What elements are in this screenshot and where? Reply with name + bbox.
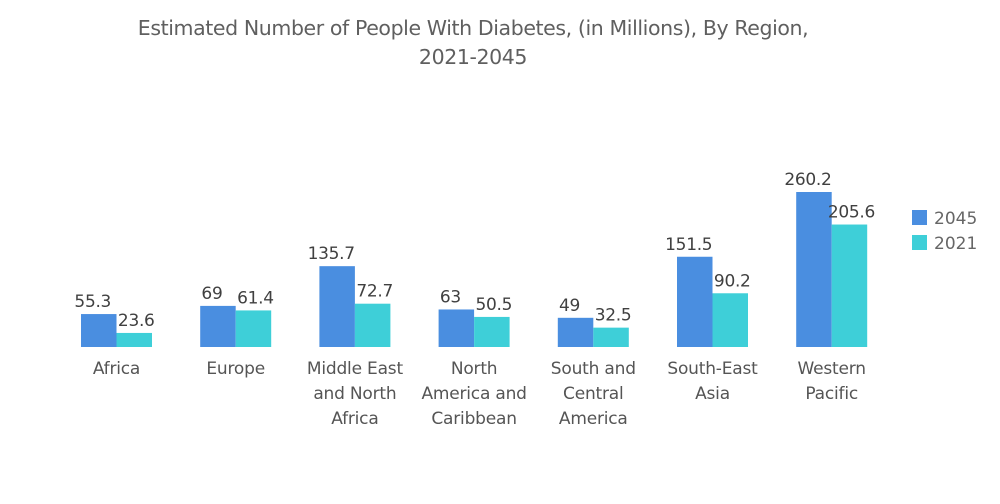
legend: 2045 2021 (912, 209, 977, 254)
category-label-4-line-1: Central (563, 384, 624, 404)
value-label-2045-6: 260.2 (784, 170, 831, 190)
bar-2021-6 (831, 224, 868, 347)
bar-2045-3 (438, 309, 475, 347)
category-label-2-line-1: and North (313, 384, 396, 404)
value-label-2045-4: 49 (559, 296, 580, 316)
bar-2045-1 (200, 305, 236, 347)
bar-2045-2 (319, 266, 355, 347)
value-label-2021-4: 32.5 (595, 306, 632, 326)
category-label-3-line-1: America and (421, 384, 526, 404)
value-label-2021-6: 205.6 (828, 203, 875, 223)
chart-title: Estimated Number of People With Diabetes… (0, 14, 946, 72)
category-label-2-line-2: Africa (331, 409, 378, 429)
value-label-2045-1: 69 (201, 284, 222, 304)
bar-2021-1 (235, 310, 272, 347)
value-label-2045-0: 55.3 (74, 292, 111, 312)
category-label-1-line-0: Europe (206, 359, 265, 379)
legend-swatch-2045 (912, 210, 927, 225)
bar-2045-5 (677, 256, 713, 347)
category-labels-layer: Africa Europe Middle East and North Africa No… (93, 359, 866, 429)
chart-title-line-1: Estimated Number of People With Diabetes… (137, 16, 809, 40)
category-label-3-line-2: Caribbean (431, 409, 516, 429)
value-labels-layer: 55.3 23.6 69 61.4 135.772.7 63 50.5 49 32.5 151.5… (74, 170, 875, 331)
category-label-6-line-0: Western (798, 359, 866, 379)
chart-title-line-2: 2021-2045 (418, 45, 528, 69)
bar-2021-3 (474, 316, 510, 347)
category-label-2-line-0: Middle East (307, 359, 404, 379)
bar-2021-5 (712, 293, 748, 347)
value-label-2021-2: 72.7 (356, 282, 393, 302)
legend-swatch-2021 (912, 235, 927, 250)
legend-label-2045: 2045 (934, 209, 977, 229)
bars-layer (81, 192, 868, 347)
category-label-5-line-1: Asia (695, 384, 730, 404)
value-label-2045-3: 63 (440, 287, 461, 307)
value-label-2045-5: 151.5 (665, 235, 712, 255)
category-label-3-line-0: North (451, 359, 498, 379)
category-label-5-line-0: South-East (667, 359, 758, 379)
bar-2045-0 (81, 314, 117, 347)
value-label-2021-0: 23.6 (118, 311, 155, 331)
bar-2021-4 (593, 327, 629, 347)
value-label-2021-3: 50.5 (476, 295, 513, 315)
value-label-2045-2: 135.7 (308, 244, 355, 264)
bar-2045-4 (557, 317, 594, 347)
bar-2045-6 (796, 192, 832, 347)
category-label-6-line-1: Pacific (805, 384, 858, 404)
legend-label-2021: 2021 (934, 234, 977, 254)
value-label-2021-1: 61.4 (237, 288, 274, 308)
value-label-2021-5: 90.2 (714, 271, 751, 291)
category-label-4-line-2: America (559, 409, 628, 429)
category-label-4-line-0: South and (551, 359, 636, 379)
category-label-0-line-0: Africa (93, 359, 140, 379)
bar-2021-0 (116, 332, 152, 347)
bar-2021-2 (354, 303, 391, 347)
